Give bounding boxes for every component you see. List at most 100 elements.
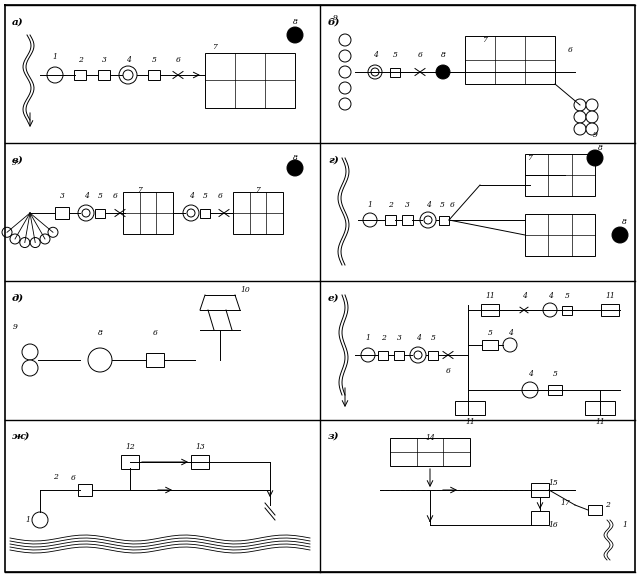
Bar [401, 215, 413, 225]
Text: 8: 8 [292, 18, 298, 26]
Text: а): а) [12, 18, 24, 27]
Text: з): з) [328, 432, 339, 441]
Text: 5: 5 [203, 192, 207, 200]
Text: 6: 6 [152, 329, 157, 337]
Circle shape [339, 66, 351, 78]
Text: 4: 4 [527, 370, 532, 378]
Text: 8: 8 [440, 51, 445, 59]
Circle shape [22, 344, 38, 360]
Text: 7: 7 [527, 154, 532, 162]
Bar [200, 208, 210, 218]
Bar [233, 192, 283, 234]
Text: 10: 10 [240, 286, 250, 294]
Text: 5: 5 [97, 192, 102, 200]
Text: 6: 6 [568, 46, 572, 54]
Bar [482, 340, 498, 350]
Circle shape [414, 351, 422, 359]
Text: 4: 4 [372, 51, 378, 59]
Text: 6: 6 [218, 192, 223, 200]
Text: 15: 15 [548, 479, 558, 487]
Bar [588, 505, 602, 515]
Circle shape [424, 216, 432, 224]
Circle shape [586, 123, 598, 135]
Bar [74, 70, 86, 80]
Circle shape [361, 348, 375, 362]
Circle shape [371, 68, 379, 76]
Text: ж): ж) [12, 432, 30, 441]
Text: 11: 11 [465, 418, 475, 426]
Bar [531, 511, 549, 525]
Text: 1: 1 [52, 53, 58, 61]
Circle shape [586, 111, 598, 123]
Text: 5: 5 [564, 292, 570, 300]
Text: 6: 6 [70, 474, 76, 482]
Text: в): в) [12, 156, 24, 165]
Text: 6: 6 [175, 56, 180, 64]
Bar [562, 305, 572, 314]
Circle shape [574, 123, 586, 135]
Text: 2: 2 [388, 201, 392, 209]
Bar [585, 401, 615, 415]
Text: б): б) [328, 18, 340, 27]
Bar [146, 353, 164, 367]
Text: 5: 5 [440, 201, 444, 209]
Circle shape [20, 238, 30, 248]
Text: 5: 5 [488, 329, 492, 337]
Text: 1: 1 [365, 334, 371, 342]
Bar [465, 36, 555, 84]
Text: 11: 11 [595, 418, 605, 426]
Text: 9: 9 [12, 159, 17, 167]
Circle shape [287, 160, 303, 176]
Text: 3: 3 [60, 192, 65, 200]
Bar [95, 208, 105, 218]
Text: 8: 8 [621, 218, 627, 226]
Text: 2: 2 [52, 473, 58, 481]
Bar [439, 215, 449, 224]
Circle shape [88, 348, 112, 372]
Circle shape [47, 67, 63, 83]
Text: 4: 4 [426, 201, 431, 209]
Bar [191, 455, 209, 469]
Text: 5: 5 [392, 51, 397, 59]
Circle shape [123, 70, 133, 80]
Text: 5: 5 [152, 56, 156, 64]
Bar [601, 304, 619, 316]
Circle shape [22, 360, 38, 376]
Bar [378, 350, 388, 359]
Text: 3: 3 [404, 201, 410, 209]
Circle shape [32, 512, 48, 528]
Text: 4: 4 [415, 334, 420, 342]
Circle shape [78, 205, 94, 221]
Circle shape [339, 98, 351, 110]
Bar [98, 70, 110, 80]
Text: 2: 2 [605, 501, 609, 509]
Text: г): г) [328, 156, 339, 165]
Text: 5: 5 [552, 370, 557, 378]
Text: 6: 6 [417, 51, 422, 59]
Circle shape [368, 65, 382, 79]
Text: 4: 4 [84, 192, 88, 200]
Circle shape [339, 82, 351, 94]
Text: 2: 2 [77, 56, 83, 64]
Circle shape [339, 50, 351, 62]
Bar [394, 350, 404, 359]
Text: 7: 7 [212, 43, 218, 51]
Circle shape [10, 234, 20, 244]
Text: 13: 13 [195, 443, 205, 451]
Circle shape [587, 150, 603, 166]
Circle shape [503, 338, 517, 352]
Bar [525, 214, 595, 256]
Text: 6: 6 [449, 201, 454, 209]
Text: 12: 12 [125, 443, 135, 451]
Circle shape [339, 34, 351, 46]
Circle shape [436, 65, 450, 79]
Text: 14: 14 [425, 434, 435, 442]
Text: д): д) [12, 294, 24, 303]
Text: 3: 3 [397, 334, 401, 342]
Bar [78, 484, 92, 496]
Bar [525, 154, 595, 196]
Bar [55, 207, 69, 219]
Text: 8: 8 [292, 154, 298, 162]
Circle shape [410, 347, 426, 363]
Text: е): е) [328, 294, 339, 303]
